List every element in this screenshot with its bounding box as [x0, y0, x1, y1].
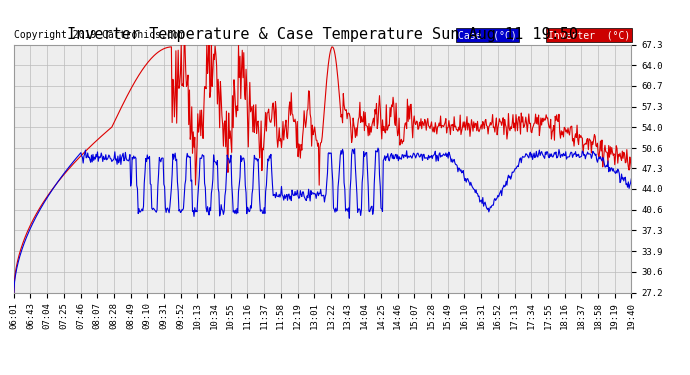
Text: Inverter  (°C): Inverter (°C) — [548, 30, 630, 40]
Text: Case  (°C): Case (°C) — [458, 30, 518, 40]
Text: Copyright 2019 Cartronics.com: Copyright 2019 Cartronics.com — [14, 30, 185, 40]
Title: Inverter Temperature & Case Temperature Sun Aug 11 19:50: Inverter Temperature & Case Temperature … — [67, 27, 578, 42]
